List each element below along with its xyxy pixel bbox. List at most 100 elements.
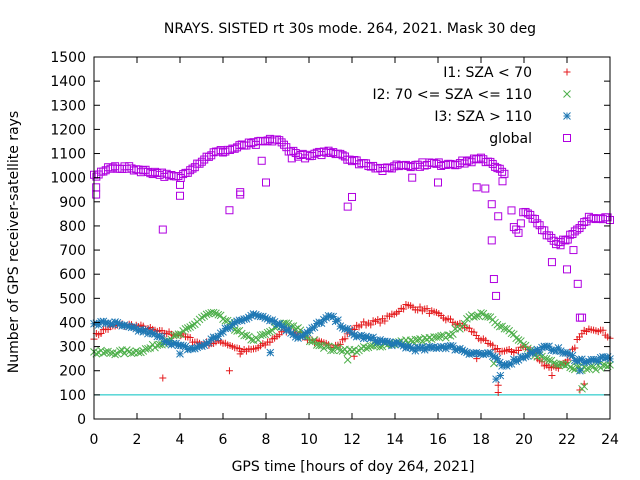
i3-sza-110-point — [273, 320, 281, 329]
global-point — [514, 228, 523, 237]
global-point — [174, 172, 183, 181]
i3-sza-110-point — [432, 344, 441, 353]
i2-70-sza-110-point — [219, 315, 227, 323]
i1-sza-70-point — [416, 303, 424, 311]
global-outlier — [434, 178, 442, 187]
i3-sza-110-point — [214, 332, 223, 341]
i3-sza-110-point — [162, 337, 171, 346]
i3-sza-110-point — [531, 346, 539, 355]
i3-sza-110-point — [500, 360, 509, 369]
i2-70-sza-110-point — [174, 330, 183, 338]
i3-sza-110-point — [324, 311, 333, 320]
i3-sza-110-point — [348, 329, 356, 338]
x-tick-label: 18 — [472, 432, 490, 448]
i2-70-sza-110-point — [186, 323, 195, 331]
global-outlier — [547, 258, 556, 267]
legend-marker-i1-sza-70 — [563, 68, 571, 76]
i3-sza-110-point — [266, 316, 274, 325]
i3-sza-110-point — [376, 335, 384, 344]
legend-marker-i2-70-sza-110 — [563, 90, 571, 98]
i1-sza-70-point — [186, 333, 194, 341]
i3-sza-110-point — [230, 318, 239, 327]
i3-sza-110-point — [362, 332, 370, 341]
i3-sza-110-point — [404, 342, 413, 351]
x-tick-label: 0 — [90, 432, 99, 448]
i2-70-sza-110-point — [111, 350, 119, 359]
i3-sza-110-point — [472, 348, 481, 357]
i2-70-sza-110-point — [540, 354, 549, 363]
global-point — [535, 221, 544, 230]
i3-sza-110-point — [193, 343, 202, 352]
i2-70-sza-110-point — [470, 313, 478, 321]
y-tick-label: 300 — [59, 340, 86, 356]
i2-70-sza-110-point — [212, 309, 220, 318]
global-point — [197, 157, 206, 166]
i3-sza-110-point — [449, 342, 457, 350]
global-outlier — [176, 180, 184, 189]
y-tick-label: 1000 — [50, 171, 86, 187]
i3-sza-110-outlier — [576, 366, 584, 375]
global-point — [568, 230, 577, 239]
y-tick-label: 1100 — [50, 147, 86, 163]
i2-70-sza-110-point — [542, 355, 551, 363]
i2-70-sza-110-point — [362, 344, 370, 352]
i2-70-sza-110-point — [472, 312, 481, 321]
i2-70-sza-110-point — [331, 343, 340, 351]
i3-sza-110-point — [308, 324, 316, 332]
i3-sza-110-point — [369, 333, 377, 342]
x-axis-label: GPS time [hours of doy 264, 2021] — [232, 459, 475, 475]
i2-70-sza-110-point — [336, 346, 345, 355]
i2-70-sza-110-point — [509, 330, 518, 339]
global-outlier — [472, 183, 481, 192]
i3-sza-110-point — [498, 362, 506, 370]
i2-70-sza-110-outlier — [343, 356, 352, 364]
i3-sza-110-point — [228, 320, 237, 329]
x-tick-label: 12 — [343, 432, 361, 448]
i2-70-sza-110-point — [413, 335, 422, 344]
i2-70-sza-110-point — [352, 348, 361, 356]
global-point — [204, 152, 213, 161]
i3-sza-110-point — [542, 342, 551, 351]
i2-70-sza-110-point — [181, 324, 190, 333]
i3-sza-110-point — [280, 323, 288, 332]
global-point — [521, 207, 530, 216]
global-outlier — [498, 177, 507, 186]
i2-70-sza-110-point — [115, 347, 124, 355]
global-point — [279, 140, 288, 149]
global-point — [92, 172, 101, 181]
i3-sza-110-point — [470, 349, 478, 358]
i2-70-sza-110-point — [132, 347, 141, 355]
i3-sza-110-point — [301, 329, 309, 338]
i3-sza-110-point — [444, 342, 453, 351]
i3-sza-110-point — [291, 333, 300, 341]
i3-sza-110-point — [524, 352, 532, 360]
global-point — [118, 164, 127, 173]
i3-sza-110-point — [594, 357, 603, 366]
i2-70-sza-110-point — [106, 349, 115, 357]
i3-sza-110-point — [277, 322, 286, 331]
global-point — [516, 219, 525, 228]
i3-sza-110-point — [310, 323, 319, 332]
i2-70-sza-110-point — [155, 340, 164, 349]
i3-sza-110-point — [338, 323, 347, 332]
i2-70-sza-110-point — [566, 363, 574, 372]
i3-sza-110-point — [364, 333, 373, 342]
legend-label-i2-70-sza-110: I2: 70 <= SZA <= 110 — [372, 87, 532, 103]
i3-sza-110-point — [118, 322, 126, 330]
i3-sza-110-point — [570, 356, 579, 365]
global-point — [523, 209, 532, 218]
i3-sza-110-point — [134, 327, 143, 335]
i3-sza-110-point — [390, 339, 399, 347]
i3-sza-110-point — [488, 352, 497, 361]
i3-sza-110-point — [219, 328, 227, 336]
global-outlier — [494, 212, 503, 221]
i3-sza-110-point — [566, 350, 574, 359]
i1-sza-70-point — [400, 305, 408, 313]
i2-70-sza-110-point — [568, 364, 577, 373]
global-outlier — [343, 202, 352, 211]
i3-sza-110-point — [453, 345, 462, 354]
global-outlier — [262, 178, 270, 187]
x-tick-label: 20 — [515, 432, 533, 448]
y-tick-label: 100 — [59, 388, 86, 404]
